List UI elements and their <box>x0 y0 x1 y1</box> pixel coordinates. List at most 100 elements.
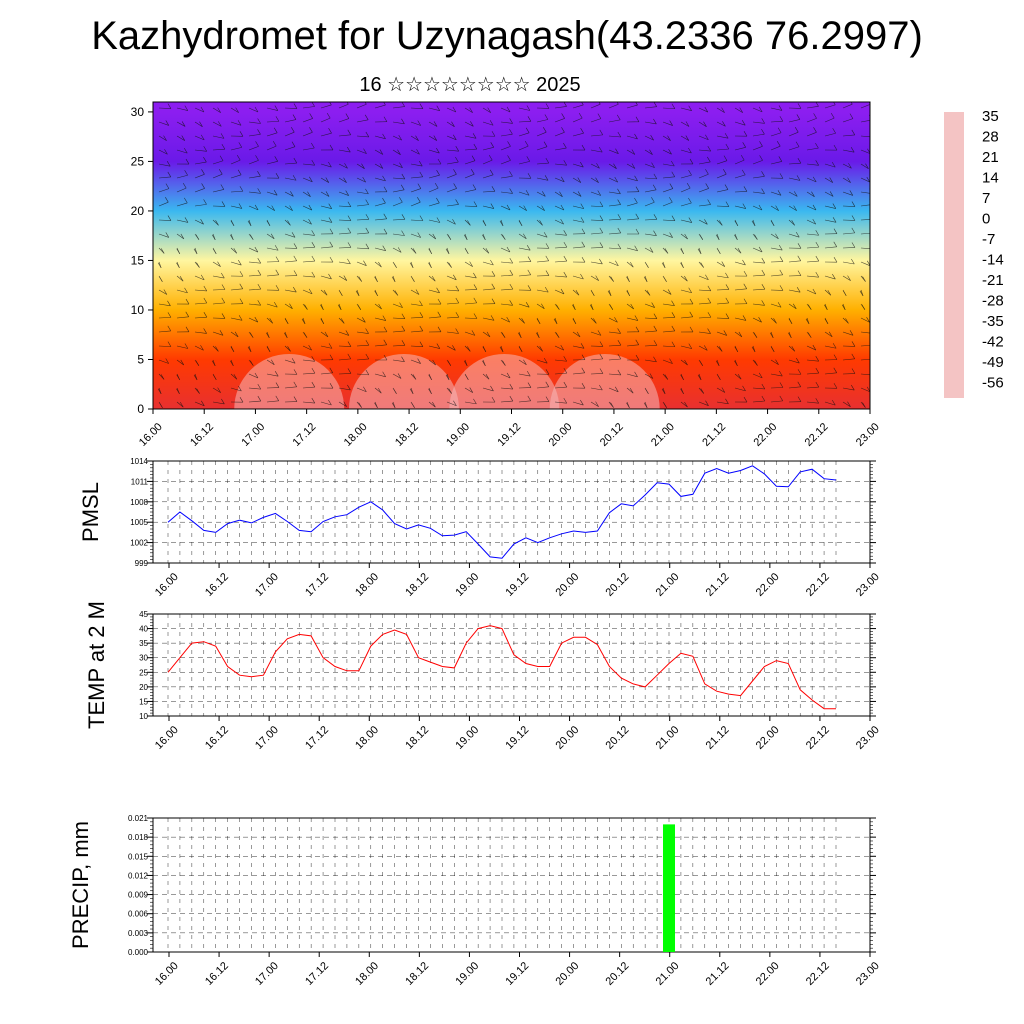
precip-xtick-23.00: 23.00 <box>854 960 882 988</box>
temp-xtick-17.12: 17.12 <box>303 724 331 752</box>
temp-ytick-40: 40 <box>139 625 148 634</box>
pmsl-panel: 999 1002 1005 1008 1011 1014 PMSL 16.00 16.12 17.… <box>78 457 882 599</box>
pmsl-xtick-19.12: 19.12 <box>503 571 531 599</box>
precip-xtick-19.12: 19.12 <box>503 960 531 988</box>
warm-bulge-2 <box>449 354 560 409</box>
pmsl-xtick-21.12: 21.12 <box>704 571 732 599</box>
pmsl-xtick-17.00: 17.00 <box>253 571 281 599</box>
cs-ytick-10: 10 <box>131 303 145 317</box>
precip-xtick-18.00: 18.00 <box>353 960 381 988</box>
precip-ytick-0.006: 0.006 <box>128 910 149 919</box>
precip-xtick-17.00: 17.00 <box>253 960 281 988</box>
pmsl-xtick-20.12: 20.12 <box>604 571 632 599</box>
warm-bulge-1 <box>348 354 459 409</box>
colorbar-label-1: 28 <box>982 129 999 146</box>
colorbar-label-13: -56 <box>982 375 1004 392</box>
temp-ytick-30: 30 <box>139 654 148 663</box>
cs-xtick-19.12: 19.12 <box>495 421 523 449</box>
temp-ytick-35: 35 <box>139 639 148 648</box>
temp-xtick-17.00: 17.00 <box>253 724 281 752</box>
temp-xtick-22.00: 22.00 <box>754 724 782 752</box>
precip-ytick-0.003: 0.003 <box>128 929 149 938</box>
temp-xtick-16.12: 16.12 <box>203 724 231 752</box>
colorbar-label-8: -21 <box>982 272 1004 289</box>
cs-xtick-23.00: 23.00 <box>854 421 882 449</box>
pmsl-xtick-22.12: 22.12 <box>804 571 832 599</box>
temp-xtick-20.12: 20.12 <box>604 724 632 752</box>
precip-ylabel: PRECIP, mm <box>68 821 93 949</box>
cs-xtick-16.00: 16.00 <box>137 421 165 449</box>
colorbar-label-4: 7 <box>982 190 990 207</box>
pmsl-xtick-16.12: 16.12 <box>203 571 231 599</box>
colorbar: 35 28 21 14 7 0 -7 -14 -21 -28 -35 -42 -49 -56 <box>944 108 1004 398</box>
pmsl-xtick-18.00: 18.00 <box>353 571 381 599</box>
colorbar-label-2: 21 <box>982 149 999 166</box>
precip-xtick-20.12: 20.12 <box>604 960 632 988</box>
cs-ytick-5: 5 <box>137 352 144 366</box>
pmsl-xtick-18.12: 18.12 <box>403 571 431 599</box>
temp-xtick-21.12: 21.12 <box>704 724 732 752</box>
precip-xtick-21.12: 21.12 <box>704 960 732 988</box>
precip-xtick-20.00: 20.00 <box>553 960 581 988</box>
cs-xtick-22.00: 22.00 <box>751 421 779 449</box>
pmsl-ytick-1005: 1005 <box>130 518 148 527</box>
temp-xtick-19.12: 19.12 <box>503 724 531 752</box>
temp-series-line <box>167 625 836 710</box>
temp-ylabel: TEMP at 2 M <box>84 601 109 729</box>
temp-frame <box>152 613 871 717</box>
colorbar-label-5: 0 <box>982 211 990 228</box>
pmsl-xtick-21.00: 21.00 <box>654 571 682 599</box>
temp-xtick-18.12: 18.12 <box>403 724 431 752</box>
precip-xtick-16.12: 16.12 <box>203 960 231 988</box>
temp-xtick-21.00: 21.00 <box>654 724 682 752</box>
cs-ytick-20: 20 <box>131 204 145 218</box>
precip-panel: 0.000 0.003 0.006 0.009 0.012 0.015 0.018 0.021… <box>68 814 882 988</box>
temp-ytick-20: 20 <box>139 683 148 692</box>
pmsl-xtick-16.00: 16.00 <box>153 571 181 599</box>
cs-xtick-22.12: 22.12 <box>803 421 831 449</box>
precip-xtick-18.12: 18.12 <box>403 960 431 988</box>
precip-xtick-21.00: 21.00 <box>654 960 682 988</box>
colorbar-label-9: -28 <box>982 293 1004 310</box>
precip-ytick-0.000: 0.000 <box>128 948 149 957</box>
colorbar-label-12: -49 <box>982 354 1004 371</box>
temp-ytick-10: 10 <box>139 712 148 721</box>
cs-xtick-21.00: 21.00 <box>649 421 677 449</box>
temp-xtick-19.00: 19.00 <box>453 724 481 752</box>
cs-xtick-20.12: 20.12 <box>598 421 626 449</box>
wind-barbs <box>157 102 870 409</box>
cs-xtick-20.00: 20.00 <box>547 421 575 449</box>
figure-title: Kazhydromet for Uzynagash(43.2336 76.299… <box>91 14 923 58</box>
pmsl-ytick-1011: 1011 <box>131 477 149 486</box>
temp-xtick-23.00: 23.00 <box>854 724 882 752</box>
pmsl-xtick-19.00: 19.00 <box>453 571 481 599</box>
cs-ytick-30: 30 <box>131 105 145 119</box>
colorbar-label-7: -14 <box>982 252 1004 269</box>
pmsl-series-line <box>167 465 837 559</box>
pmsl-ytick-999: 999 <box>135 559 149 568</box>
precip-ytick-0.018: 0.018 <box>128 833 149 842</box>
pmsl-ylabel: PMSL <box>78 482 103 542</box>
colorbar-label-10: -35 <box>982 313 1004 330</box>
cs-xtick-17.00: 17.00 <box>239 421 267 449</box>
temp-xtick-22.12: 22.12 <box>804 724 832 752</box>
precip-ytick-0.009: 0.009 <box>128 891 149 900</box>
temp-xtick-18.00: 18.00 <box>353 724 381 752</box>
cs-xtick-19.00: 19.00 <box>444 421 472 449</box>
figure-subtitle: 16 ☆☆☆☆☆☆☆☆ 2025 <box>359 74 581 96</box>
temp-ytick-25: 25 <box>139 668 148 677</box>
precip-xtick-17.12: 17.12 <box>303 960 331 988</box>
colorbar-label-0: 35 <box>982 108 999 125</box>
pmsl-xtick-22.00: 22.00 <box>754 571 782 599</box>
cs-xtick-21.12: 21.12 <box>700 421 728 449</box>
colorbar-label-3: 14 <box>982 170 999 187</box>
temp-ytick-45: 45 <box>139 610 148 619</box>
precip-xtick-16.00: 16.00 <box>153 960 181 988</box>
pmsl-ytick-1002: 1002 <box>130 539 148 548</box>
cross-section-panel: 0 5 10 15 20 25 30 16.00 16.12 17.00 17.12 18.00 18.… <box>131 101 882 449</box>
cs-xtick-17.12: 17.12 <box>291 421 319 449</box>
temp-panel: 10 15 20 25 30 35 40 45 TEMP at 2 M 16.00 16.12 17.… <box>84 601 882 752</box>
cs-ytick-25: 25 <box>131 154 145 168</box>
temp-xtick-16.00: 16.00 <box>153 724 181 752</box>
